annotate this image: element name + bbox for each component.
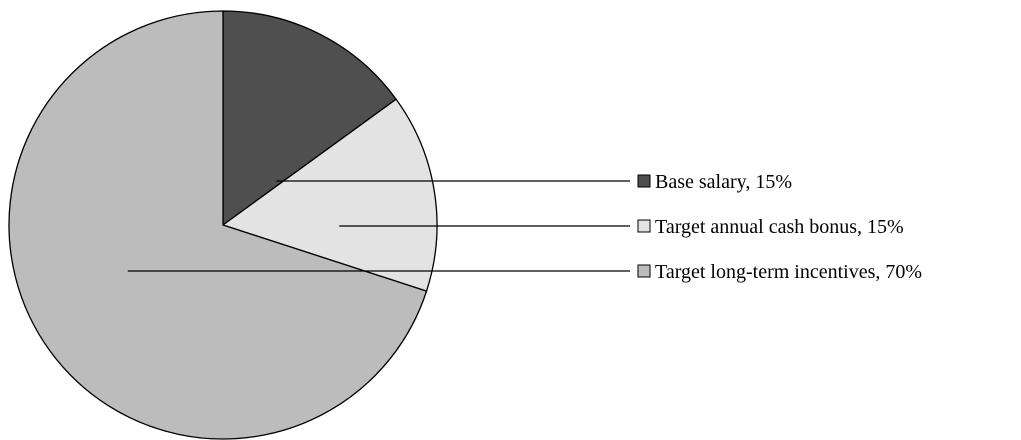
pie-slice-target-long-term-incentives (8, 10, 428, 440)
pie-slice-target-annual-cash-bonus (222, 98, 438, 292)
pie-slice-base-salary (222, 10, 397, 226)
legend-label-target-annual-cash-bonus: Target annual cash bonus, 15% (655, 216, 904, 238)
legend-marker-target-long-term-incentives (637, 264, 651, 278)
legend: Base salary, 15% Target annual cash bonus… (637, 171, 922, 283)
pie-slices (8, 10, 438, 440)
legend-label-target-long-term-incentives: Target long-term incentives, 70% (655, 261, 922, 283)
leader-lines (127, 180, 630, 272)
legend-marker-target-annual-cash-bonus (637, 219, 651, 233)
legend-marker-base-salary (637, 174, 651, 188)
legend-label-base-salary: Base salary, 15% (655, 171, 792, 193)
